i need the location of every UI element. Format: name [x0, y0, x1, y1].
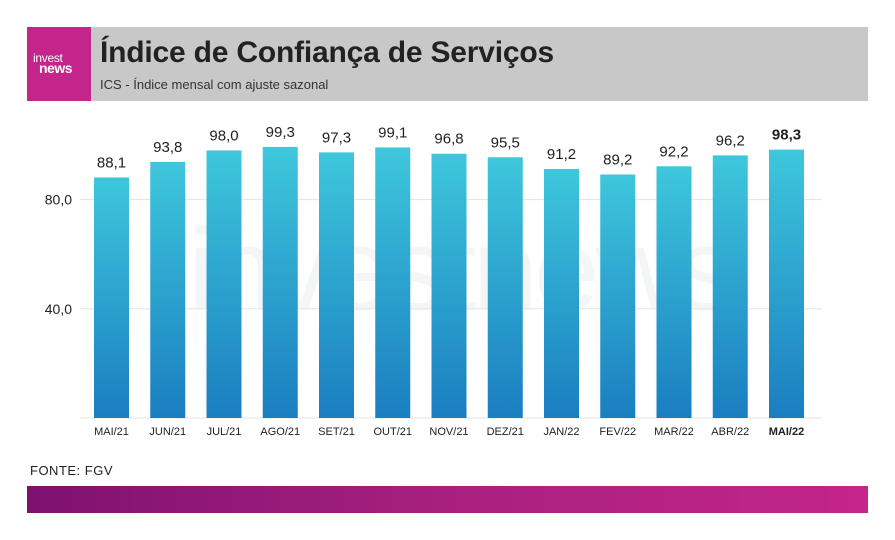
bar-nov-21: [431, 153, 467, 418]
chart-title: Índice de Confiança de Serviços: [100, 36, 554, 69]
x-tick-label: JUN/21: [149, 426, 186, 438]
x-tick-label: JUL/21: [207, 426, 242, 438]
data-label: 99,1: [378, 124, 407, 141]
x-tick-label: NOV/21: [429, 426, 468, 438]
bar-jan-22: [544, 169, 579, 418]
data-label: 88,1: [97, 154, 126, 171]
data-label: 96,2: [716, 132, 745, 149]
bar-fev-22: [600, 174, 636, 418]
bar-abr-22: [712, 155, 748, 418]
data-label: 95,5: [491, 134, 520, 151]
x-tick-label: MAI/21: [94, 426, 129, 438]
bar-out-21: [375, 147, 411, 418]
bar-mai-21: [94, 177, 129, 418]
x-tick-label: ABR/22: [711, 426, 749, 438]
footer-brand-bar: [27, 486, 868, 513]
x-tick-label: MAR/22: [654, 426, 694, 438]
chart-header: invest news Índice de Confiança de Servi…: [27, 27, 868, 101]
bar-dez-21: [487, 157, 523, 418]
bar-jun-21: [150, 161, 186, 418]
data-label: 97,3: [322, 129, 351, 146]
logo-text-bottom: news: [39, 60, 73, 76]
bar-mai-22: [769, 149, 804, 419]
x-tick-label: SET/21: [318, 426, 355, 438]
chart-subtitle: ICS - Índice mensal com ajuste sazonal: [100, 77, 329, 92]
data-label: 98,3: [772, 127, 801, 144]
x-tick-label: DEZ/21: [487, 426, 524, 438]
x-tick-label: MAI/22: [769, 426, 804, 438]
bar-set-21: [319, 152, 354, 418]
y-tick-label: 40,0: [45, 301, 72, 317]
data-label: 93,8: [153, 139, 182, 156]
logo-text-top: invest: [33, 51, 63, 65]
bar-ago-21: [262, 146, 298, 418]
x-tick-label: AGO/21: [260, 426, 300, 438]
y-tick-label: 80,0: [45, 192, 72, 208]
x-tick-label: JAN/22: [543, 426, 579, 438]
data-label: 89,2: [603, 151, 632, 168]
investnews-logo: invest news: [27, 27, 91, 101]
data-label: 91,2: [547, 146, 576, 163]
x-tick-label: OUT/21: [373, 426, 412, 438]
bar-jul-21: [206, 150, 242, 418]
data-label: 96,8: [434, 131, 463, 148]
x-tick-label: FEV/22: [599, 426, 636, 438]
data-label: 98,0: [209, 127, 238, 144]
source-note: FONTE: FGV: [30, 463, 113, 478]
data-label: 92,2: [659, 143, 688, 160]
data-label: 99,3: [266, 124, 295, 141]
bar-mar-22: [656, 166, 692, 418]
